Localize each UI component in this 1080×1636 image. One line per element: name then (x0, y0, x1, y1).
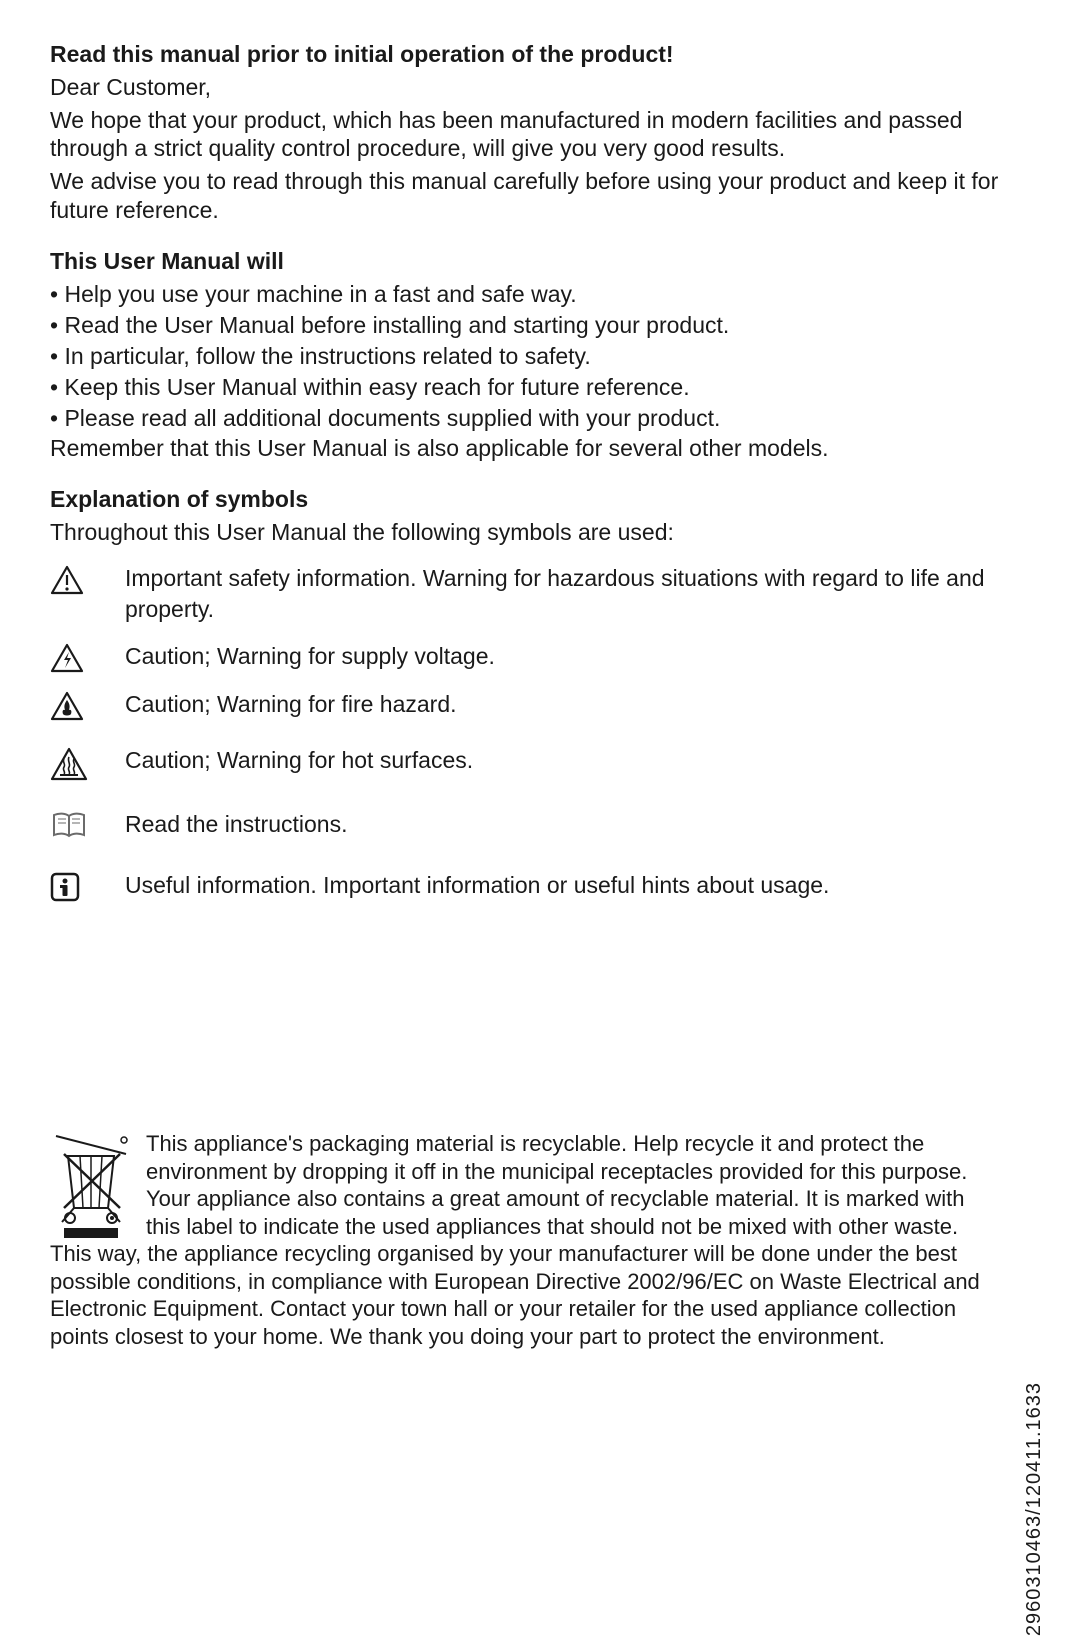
warning-icon (50, 563, 125, 595)
bullet-text: Help you use your machine in a fast and … (64, 281, 576, 307)
bullet-text: Read the User Manual before installing a… (64, 312, 729, 338)
page-content: Read this manual prior to initial operat… (0, 0, 1080, 942)
bullet-text: In particular, follow the instructions r… (64, 343, 590, 369)
intro-line-1: We hope that your product, which has bee… (50, 106, 1030, 164)
bullet-2: • Read the User Manual before installing… (50, 310, 1030, 341)
info-icon (50, 870, 125, 902)
document-code: 2960310463/120411.1633 (1023, 1382, 1046, 1636)
hot-surface-icon (50, 745, 125, 781)
bullet-3: • In particular, follow the instructions… (50, 341, 1030, 372)
symbol-text: Caution; Warning for hot surfaces. (125, 745, 513, 776)
bullet-5: • Please read all additional documents s… (50, 403, 1030, 434)
bullet-4: • Keep this User Manual within easy reac… (50, 372, 1030, 403)
symbol-text: Useful information. Important informatio… (125, 870, 869, 901)
recycle-section: This appliance's packaging material is r… (50, 1130, 980, 1350)
bullet-text: Please read all additional documents sup… (64, 405, 720, 431)
symbol-row-book: Read the instructions. (50, 809, 1030, 840)
symbol-text: Caution; Warning for fire hazard. (125, 689, 497, 720)
header-title: Read this manual prior to initial operat… (50, 40, 1030, 69)
bullet-text: Keep this User Manual within easy reach … (64, 374, 689, 400)
symbols-intro: Throughout this User Manual the followin… (50, 518, 1030, 547)
weee-bin-icon (50, 1130, 140, 1240)
intro-line-2: We advise you to read through this manua… (50, 167, 1030, 225)
bullet-1: • Help you use your machine in a fast an… (50, 279, 1030, 310)
symbol-row-hot: Caution; Warning for hot surfaces. (50, 745, 1030, 781)
symbol-text: Read the instructions. (125, 809, 387, 840)
greeting: Dear Customer, (50, 73, 1030, 102)
symbol-text: Important safety information. Warning fo… (125, 563, 1030, 625)
manual-section-title: This User Manual will (50, 247, 1030, 276)
symbol-row-fire: Caution; Warning for fire hazard. (50, 689, 1030, 721)
fire-icon (50, 689, 125, 721)
symbol-row-warning: Important safety information. Warning fo… (50, 563, 1030, 625)
symbols-title: Explanation of symbols (50, 485, 1030, 514)
voltage-icon (50, 641, 125, 673)
symbol-row-voltage: Caution; Warning for supply voltage. (50, 641, 1030, 673)
symbol-row-info: Useful information. Important informatio… (50, 870, 1030, 902)
recycle-text: This appliance's packaging material is r… (50, 1130, 980, 1350)
book-icon (50, 809, 125, 839)
symbol-text: Caution; Warning for supply voltage. (125, 641, 535, 672)
manual-footer: Remember that this User Manual is also a… (50, 434, 1030, 463)
